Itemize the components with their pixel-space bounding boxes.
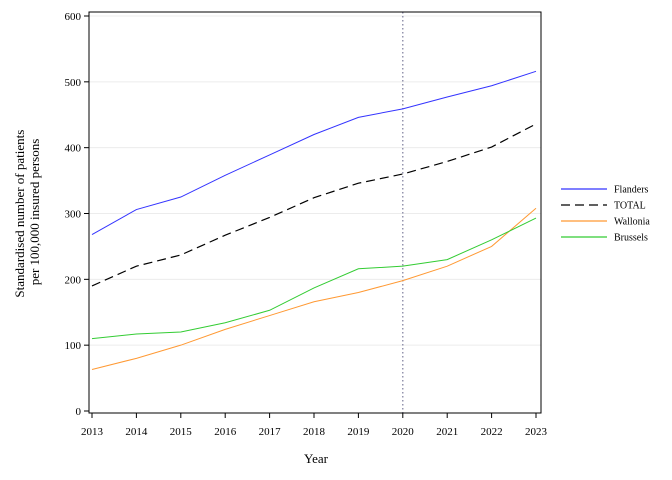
gridlines xyxy=(89,15,541,346)
y-axis-title-line1: Standardised number of patients xyxy=(12,130,27,298)
y-tick-label-200: 200 xyxy=(65,274,82,286)
x-tick-label-2023: 2023 xyxy=(525,426,548,438)
x-axis-title: Year xyxy=(304,451,329,466)
y-axis: 0 100 200 300 400 500 600 xyxy=(65,11,89,418)
series-line-wallonia xyxy=(91,207,537,371)
x-axis: 2013 2014 2015 2016 2017 2018 2019 2020 2021 2022… xyxy=(81,413,548,438)
plot-frame xyxy=(88,11,542,414)
legend-label-flanders: Flanders xyxy=(614,185,649,196)
x-tick-label-2016: 2016 xyxy=(214,426,237,438)
x-tick-label-2019: 2019 xyxy=(347,426,370,438)
y-tick-label-0: 0 xyxy=(76,406,82,418)
y-axis-title-line2: per 100,000 insured persons xyxy=(27,139,42,286)
x-tick-label-2021: 2021 xyxy=(436,426,458,438)
x-tick-label-2017: 2017 xyxy=(259,426,282,438)
series-line-flanders xyxy=(91,70,537,236)
legend-label-brussels: Brussels xyxy=(614,233,648,244)
y-tick-label-500: 500 xyxy=(65,77,82,89)
y-axis-title: Standardised number of patients per 100,… xyxy=(12,126,42,297)
x-tick-label-2022: 2022 xyxy=(481,426,503,438)
y-tick-label-100: 100 xyxy=(65,340,82,352)
x-tick-label-2014: 2014 xyxy=(125,426,148,438)
series-lines xyxy=(91,70,537,371)
series-line-total xyxy=(91,123,537,287)
y-tick-label-600: 600 xyxy=(65,11,82,23)
y-tick-label-400: 400 xyxy=(65,143,82,155)
y-tick-label-300: 300 xyxy=(65,209,82,221)
x-tick-label-2020: 2020 xyxy=(392,426,415,438)
x-tick-label-2015: 2015 xyxy=(170,426,193,438)
x-tick-label-2013: 2013 xyxy=(81,426,104,438)
legend-label-total: TOTAL xyxy=(614,201,646,212)
series-line-brussels xyxy=(91,217,537,340)
legend-label-wallonia: Wallonia xyxy=(614,217,650,228)
x-tick-label-2018: 2018 xyxy=(303,426,326,438)
legend: Flanders TOTAL Wallonia Brussels xyxy=(561,185,650,244)
plot-area xyxy=(89,12,541,413)
